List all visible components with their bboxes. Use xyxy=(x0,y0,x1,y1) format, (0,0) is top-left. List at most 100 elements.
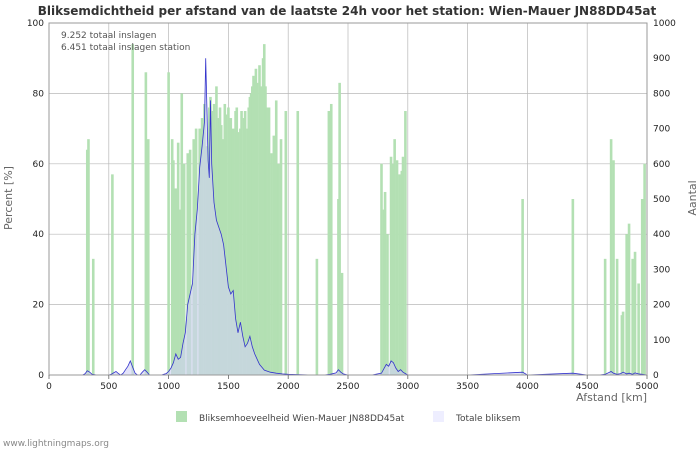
density-bar xyxy=(398,174,401,375)
density-bar xyxy=(631,258,634,375)
x-tick-label: 4000 xyxy=(516,382,539,392)
y-right-tick-label: 900 xyxy=(653,54,670,64)
density-bar xyxy=(640,199,644,375)
x-tick-label: 2500 xyxy=(337,382,360,392)
density-bar xyxy=(401,156,405,375)
x-ticks: 0 500 1000 1500 2000 2500 3000 3500 4000 4500 5000 xyxy=(46,375,659,392)
density-bar xyxy=(188,149,192,375)
density-bar xyxy=(329,103,333,376)
y-right-tick-label: 200 xyxy=(653,301,670,311)
y-left-tick-label: 80 xyxy=(33,89,45,99)
y-right-tick-label: 600 xyxy=(653,160,670,170)
density-bar xyxy=(229,118,233,375)
x-tick-label: 3500 xyxy=(456,382,479,392)
density-bar xyxy=(111,174,114,375)
y-left-tick-label: 0 xyxy=(38,371,44,381)
density-bar xyxy=(338,82,341,375)
density-bar xyxy=(386,234,389,375)
density-bar xyxy=(395,160,399,375)
annotation-total-strikes: 9.252 totaal inslagen xyxy=(61,31,156,41)
density-bar xyxy=(633,251,637,375)
density-bar xyxy=(393,139,396,375)
density-bar xyxy=(279,139,283,375)
density-bar xyxy=(383,191,387,375)
density-bar xyxy=(167,72,170,375)
density-bar xyxy=(274,100,278,375)
density-bar xyxy=(243,111,247,375)
y-right-tick-label: 100 xyxy=(653,336,670,346)
y-left-axis-label: Percent [%] xyxy=(2,166,15,230)
y-right-tick-label: 1000 xyxy=(653,19,676,29)
y-left-tick-label: 20 xyxy=(33,301,45,311)
legend-swatch-line xyxy=(433,411,444,422)
density-bar xyxy=(176,142,180,375)
density-bar xyxy=(146,139,150,375)
density-bar xyxy=(240,111,243,375)
x-tick-label: 1000 xyxy=(157,382,180,392)
density-bar xyxy=(255,82,259,375)
density-bar xyxy=(231,128,235,375)
footer-credit: www.lightningmaps.org xyxy=(3,439,109,449)
total-strikes-line xyxy=(49,58,648,376)
x-tick-label: 4500 xyxy=(576,382,599,392)
y-right-tick-label: 0 xyxy=(653,371,659,381)
y-right-tick-label: 800 xyxy=(653,89,670,99)
chart-title: Bliksemdichtheid per afstand van de laat… xyxy=(38,4,657,18)
density-bar xyxy=(180,93,184,376)
density-bar xyxy=(296,111,300,375)
density-bar xyxy=(603,258,607,375)
y-left-tick-label: 60 xyxy=(33,160,45,170)
density-bar xyxy=(272,135,276,375)
density-bar xyxy=(390,163,394,375)
density-bar xyxy=(284,111,288,375)
density-bar xyxy=(174,188,178,375)
density-bar xyxy=(404,111,407,375)
density-bar xyxy=(277,163,280,375)
density-bar xyxy=(224,114,228,376)
density-bar xyxy=(87,139,90,375)
legend: Bliksemhoeveelheid Wien-Mauer JN88DD45at… xyxy=(176,411,520,424)
density-bar xyxy=(265,107,268,375)
density-bar xyxy=(182,163,186,375)
y-left-ticks: 0 20 40 60 80 100 xyxy=(27,19,44,381)
y-right-tick-label: 700 xyxy=(653,125,670,135)
legend-label-bars: Bliksemhoeveelheid Wien-Mauer JN88DD45at xyxy=(199,414,405,424)
y-right-tick-label: 500 xyxy=(653,195,670,205)
x-tick-label: 2000 xyxy=(277,382,300,392)
legend-label-line: Totale bliksem xyxy=(455,414,520,424)
x-tick-label: 3000 xyxy=(396,382,419,392)
y-left-tick-label: 100 xyxy=(27,19,44,29)
legend-swatch-bars xyxy=(176,411,187,422)
y-right-axis-label: Aantal xyxy=(686,180,699,215)
bar-series xyxy=(85,44,646,376)
density-bar xyxy=(327,111,331,375)
density-bar xyxy=(315,258,319,375)
density-bar xyxy=(521,199,524,375)
density-bar xyxy=(236,132,240,375)
y-right-tick-label: 300 xyxy=(653,265,670,275)
density-bar xyxy=(627,223,631,375)
density-bar xyxy=(643,163,646,375)
density-bar xyxy=(172,160,175,375)
y-right-tick-label: 400 xyxy=(653,230,670,240)
x-axis-label: Afstand [km] xyxy=(576,391,647,404)
x-tick-label: 5000 xyxy=(636,382,659,392)
density-bar xyxy=(612,160,615,375)
density-bar xyxy=(270,153,273,375)
density-bar xyxy=(340,272,344,375)
density-bar xyxy=(621,311,625,375)
density-bar xyxy=(571,199,575,375)
density-bar xyxy=(637,283,640,375)
x-tick-label: 500 xyxy=(100,382,117,392)
density-bar xyxy=(380,163,383,375)
density-bar xyxy=(91,258,95,375)
x-tick-label: 0 xyxy=(46,382,52,392)
annotation-station-strikes: 6.451 totaal inslagen station xyxy=(61,43,190,53)
density-bar xyxy=(615,258,619,375)
grid-lines xyxy=(48,22,648,376)
density-bar xyxy=(131,44,135,376)
total-strikes-area xyxy=(49,58,647,375)
density-bar xyxy=(186,153,190,375)
x-tick-label: 1500 xyxy=(217,382,240,392)
